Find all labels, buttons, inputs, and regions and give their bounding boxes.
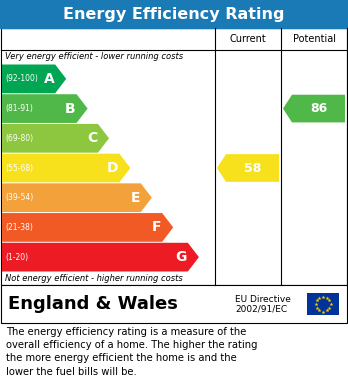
Text: E: E [130, 191, 140, 205]
Text: (39-54): (39-54) [5, 193, 33, 202]
Text: B: B [65, 102, 76, 116]
Text: (1-20): (1-20) [5, 253, 28, 262]
Text: (69-80): (69-80) [5, 134, 33, 143]
Text: Very energy efficient - lower running costs: Very energy efficient - lower running co… [5, 52, 183, 61]
Polygon shape [2, 65, 66, 93]
Text: (21-38): (21-38) [5, 223, 33, 232]
Text: A: A [44, 72, 54, 86]
Polygon shape [2, 243, 199, 271]
Polygon shape [2, 154, 130, 182]
Bar [1, 285, 347, 323]
Text: G: G [175, 250, 187, 264]
Text: 86: 86 [310, 102, 327, 115]
Bar [1, 28, 347, 285]
Text: F: F [152, 221, 161, 235]
Text: England & Wales: England & Wales [8, 295, 178, 313]
Text: Energy Efficiency Rating: Energy Efficiency Rating [63, 7, 285, 22]
Text: EU Directive: EU Directive [235, 294, 291, 303]
Text: 58: 58 [244, 161, 261, 174]
Text: Not energy efficient - higher running costs: Not energy efficient - higher running co… [5, 274, 183, 283]
Polygon shape [2, 124, 109, 152]
Polygon shape [2, 183, 152, 212]
Bar [0, 0, 348, 28]
Bar [307, 293, 339, 315]
Text: D: D [107, 161, 118, 175]
Polygon shape [2, 94, 88, 123]
Text: (55-68): (55-68) [5, 163, 33, 172]
Text: 2002/91/EC: 2002/91/EC [235, 305, 287, 314]
Polygon shape [217, 154, 279, 182]
Text: Potential: Potential [293, 34, 335, 44]
Text: Current: Current [230, 34, 266, 44]
Polygon shape [2, 213, 173, 242]
Text: (81-91): (81-91) [5, 104, 33, 113]
Text: C: C [87, 131, 97, 145]
Text: The energy efficiency rating is a measure of the
overall efficiency of a home. T: The energy efficiency rating is a measur… [6, 327, 258, 377]
Polygon shape [283, 95, 345, 122]
Text: (92-100): (92-100) [5, 74, 38, 83]
